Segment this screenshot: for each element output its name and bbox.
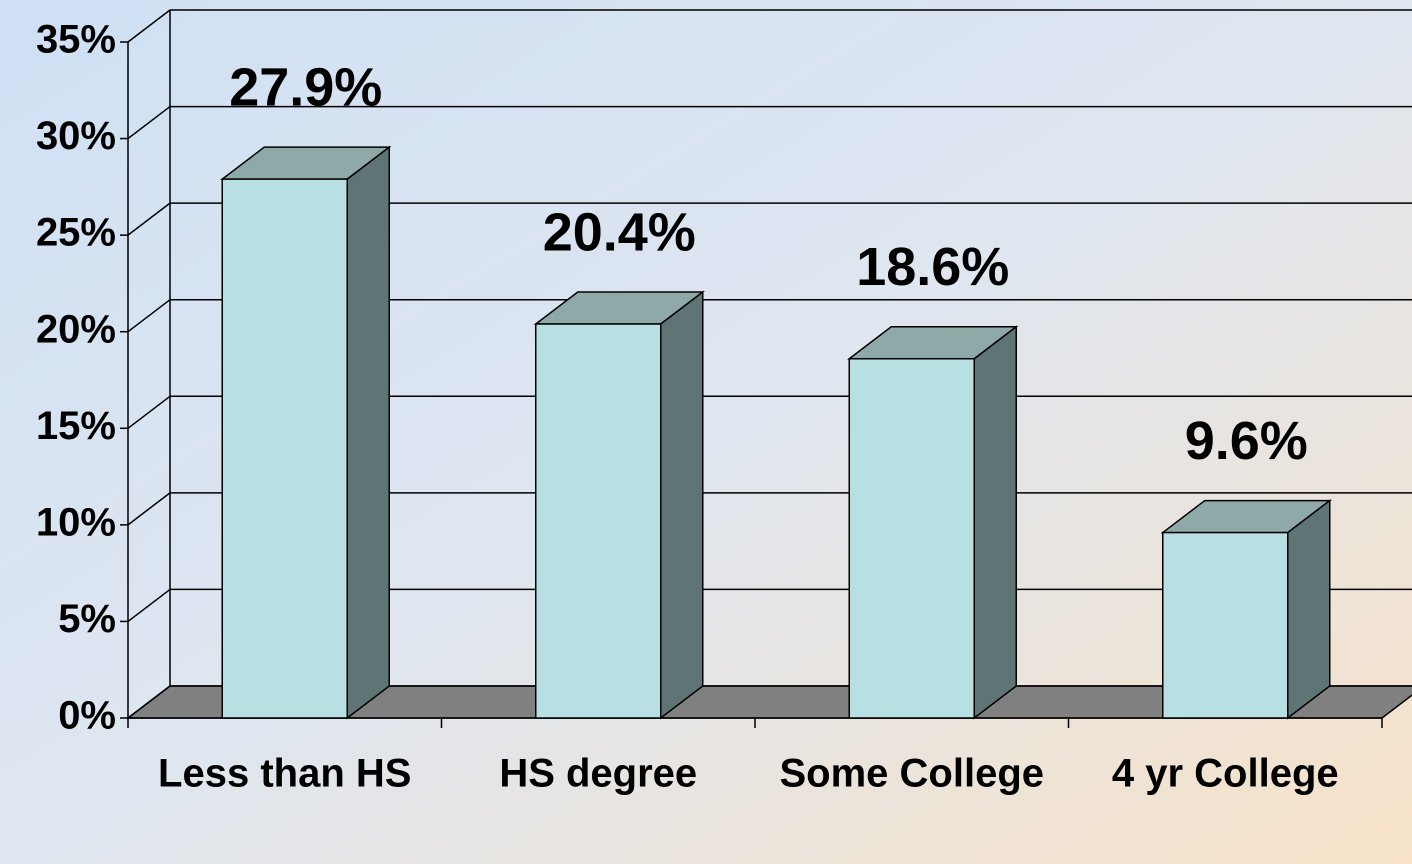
y-tick-label: 20% <box>36 307 116 351</box>
value-label: 20.4% <box>543 202 696 262</box>
bar-side <box>973 325 1017 720</box>
y-tick-label: 15% <box>36 404 116 448</box>
y-tick-label: 35% <box>36 18 116 62</box>
bar <box>848 358 975 719</box>
side-grid-line <box>127 588 171 623</box>
side-grid-line <box>127 105 171 140</box>
bar <box>221 178 348 719</box>
side-grid-line <box>127 9 171 43</box>
bar <box>535 323 662 719</box>
side-grid-line <box>127 202 171 236</box>
bar-side <box>1287 499 1331 720</box>
x-tick-label: Some College <box>779 752 1044 796</box>
side-grid-line <box>127 299 171 333</box>
value-label: 9.6% <box>1185 411 1308 471</box>
y-tick-label: 10% <box>36 500 116 544</box>
side-grid-line <box>127 685 171 719</box>
side-grid-line <box>127 395 171 429</box>
y-tick-label: 30% <box>36 114 116 158</box>
value-label: 18.6% <box>856 237 1009 297</box>
side-grid-line <box>127 492 171 526</box>
y-tick-label: 0% <box>58 694 116 738</box>
bar-side <box>660 290 704 720</box>
x-tick-label: HS degree <box>499 752 697 796</box>
bar-side <box>346 145 390 720</box>
x-tick-label: 4 yr College <box>1112 752 1339 796</box>
y-tick-label: 5% <box>58 597 116 641</box>
x-tick-label: Less than HS <box>158 752 411 796</box>
y-tick-label: 25% <box>36 211 116 255</box>
bar <box>1162 531 1289 719</box>
value-label: 27.9% <box>229 57 382 117</box>
